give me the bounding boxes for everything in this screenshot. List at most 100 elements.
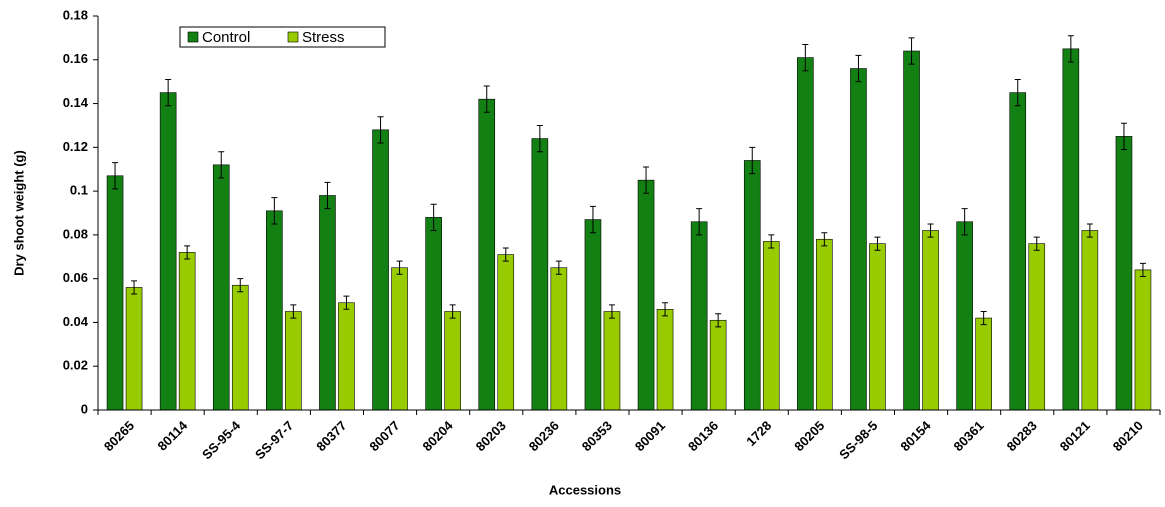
error-bar	[821, 232, 828, 247]
y-tick-label: 0.08	[63, 226, 88, 241]
bar	[1062, 48, 1080, 411]
bar	[478, 98, 496, 411]
bar	[797, 57, 814, 411]
x-tick-label: 80377	[313, 418, 349, 454]
legend-box	[179, 26, 386, 48]
bar	[444, 311, 461, 411]
bar	[1009, 92, 1027, 411]
x-tick-label: SS-97-7	[252, 418, 296, 462]
x-tick-label: 80205	[791, 418, 827, 454]
error-bar	[290, 304, 297, 319]
bar	[531, 138, 549, 411]
error-bar	[555, 260, 562, 275]
y-tick-label: 0.02	[63, 358, 88, 373]
bar	[1028, 243, 1046, 411]
bar	[231, 284, 249, 411]
legend-label: Stress	[302, 29, 345, 46]
y-tick-label: 0.14	[63, 95, 89, 110]
bar	[106, 175, 124, 411]
bar	[850, 68, 867, 411]
error-bar	[768, 234, 775, 249]
bar	[1081, 230, 1099, 411]
bar	[903, 50, 920, 411]
x-tick-label: 80154	[897, 417, 934, 454]
x-tick-label: 80121	[1057, 418, 1093, 454]
x-tick-label: 80077	[366, 418, 402, 454]
x-tick-label: 80361	[951, 418, 987, 454]
bar	[125, 287, 143, 411]
error-bar	[536, 124, 543, 153]
bar	[603, 311, 621, 411]
legend-label: Control	[202, 29, 250, 46]
error-bar	[749, 146, 756, 175]
y-tick-label: 0.18	[63, 7, 88, 22]
error-bar	[131, 280, 138, 295]
bar	[975, 317, 992, 411]
bar	[425, 217, 442, 411]
error-bar	[855, 54, 862, 83]
bar	[266, 210, 283, 411]
bar	[956, 221, 973, 411]
error-bar	[483, 85, 490, 113]
error-bar	[112, 162, 119, 190]
error-bar	[449, 304, 456, 319]
x-tick-label: 80136	[685, 418, 721, 454]
bar	[178, 252, 196, 411]
bar	[319, 195, 336, 411]
y-tick-label: 0	[81, 401, 88, 416]
x-tick-label: 80114	[155, 417, 191, 453]
bar	[338, 302, 355, 411]
error-bar	[184, 245, 191, 260]
error-bar	[980, 311, 987, 326]
error-bar	[165, 78, 172, 107]
x-tick-label: 80265	[101, 418, 137, 454]
y-tick-label: 0.04	[63, 314, 89, 329]
x-tick-label: 80236	[526, 418, 562, 454]
bar	[922, 230, 939, 411]
x-tick-label: 1728	[743, 418, 774, 449]
x-tick-label: 80283	[1004, 418, 1040, 454]
x-tick-label: 80204	[420, 417, 457, 454]
error-bar	[502, 247, 509, 262]
error-bar	[430, 203, 437, 232]
error-bar	[1120, 122, 1127, 151]
legend-swatch	[187, 31, 199, 43]
bar	[159, 92, 177, 411]
bar	[497, 254, 515, 411]
error-bar	[662, 302, 669, 317]
error-bar	[1139, 262, 1146, 277]
error-bar	[608, 304, 615, 319]
error-bar	[589, 205, 596, 234]
error-bar	[1067, 35, 1074, 63]
error-bar	[961, 208, 968, 236]
bar	[584, 219, 602, 411]
legend: Control Stress	[179, 26, 386, 48]
x-tick-label: 80353	[579, 418, 615, 454]
error-bar	[218, 151, 225, 179]
bar	[869, 243, 886, 411]
error-bar	[377, 116, 384, 144]
x-tick-label: SS-98-5	[836, 418, 880, 462]
error-bar	[715, 313, 722, 328]
error-bar	[237, 278, 244, 293]
error-bar	[643, 166, 650, 194]
bar	[1115, 136, 1133, 411]
x-axis-title: Accessions	[549, 482, 621, 497]
bar	[391, 267, 408, 411]
error-bar	[696, 208, 703, 236]
bar	[550, 267, 568, 411]
y-tick-label: 0.12	[63, 139, 88, 154]
error-bar	[271, 197, 278, 225]
error-bar	[1014, 78, 1021, 107]
y-tick-label: 0.06	[63, 270, 88, 285]
bar	[285, 311, 302, 411]
error-bar	[874, 236, 881, 251]
bar	[709, 319, 727, 411]
bar	[816, 238, 833, 411]
bar	[762, 241, 780, 411]
error-bar	[343, 295, 350, 310]
bar	[212, 164, 230, 411]
error-bar	[927, 223, 934, 238]
